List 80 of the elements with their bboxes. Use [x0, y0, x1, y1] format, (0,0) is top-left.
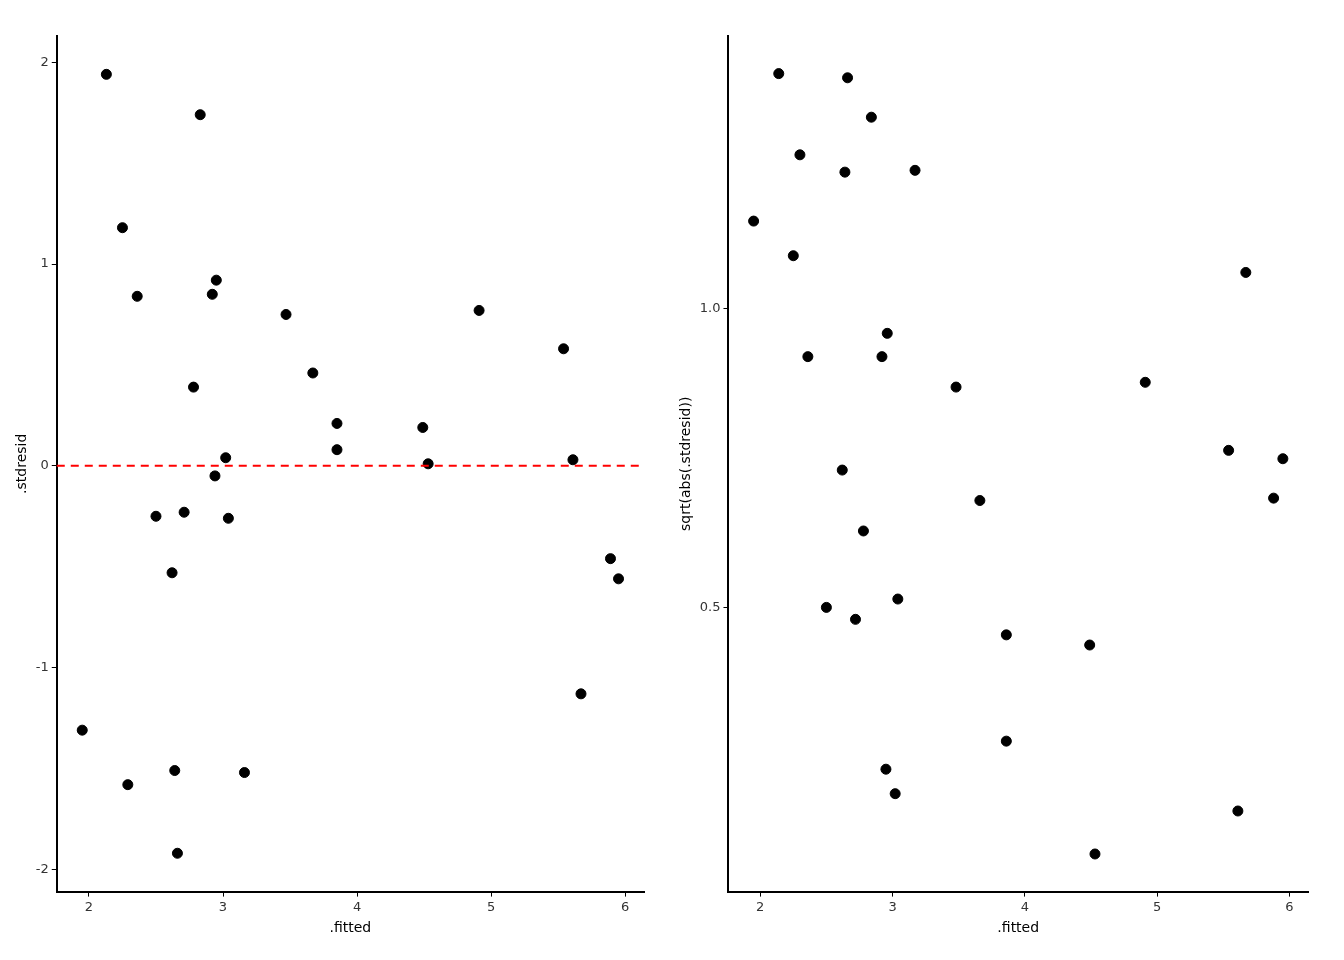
point: [280, 308, 292, 320]
point: [889, 788, 901, 800]
point: [1084, 639, 1096, 651]
point: [1232, 805, 1244, 817]
point: [1240, 266, 1252, 278]
point: [1139, 376, 1151, 388]
point: [331, 417, 343, 429]
point: [171, 847, 183, 859]
point: [210, 274, 222, 286]
point: [1268, 492, 1280, 504]
point: [331, 444, 343, 456]
x-tick-label: 3: [218, 898, 228, 914]
x-tick-label: 2: [84, 898, 94, 914]
x-tick-label: 2: [756, 898, 765, 914]
y-tick-label: 1.0: [699, 300, 721, 316]
point: [100, 68, 112, 80]
point: [849, 613, 861, 625]
point: [1000, 735, 1012, 747]
point: [194, 109, 206, 121]
point: [178, 506, 190, 518]
point: [166, 567, 178, 579]
point: [206, 288, 218, 300]
point: [881, 327, 893, 339]
point: [865, 111, 877, 123]
y-tick-label: -1: [35, 658, 49, 674]
point: [188, 381, 200, 393]
point: [150, 510, 162, 522]
point: [558, 343, 570, 355]
point: [787, 250, 799, 262]
x-tick-label: 5: [1153, 898, 1162, 914]
point: [238, 767, 250, 779]
point: [307, 367, 319, 379]
point: [892, 593, 904, 605]
point: [567, 454, 579, 466]
point: [604, 553, 616, 565]
point: [613, 573, 625, 585]
x-tick-label: 6: [621, 898, 630, 914]
point: [169, 765, 181, 777]
y-tick-label: 0: [40, 457, 49, 473]
point: [473, 304, 485, 316]
y-axis-title: sqrt(abs(.stdresid)): [677, 396, 694, 531]
y-axis-title: .stdresid: [13, 433, 30, 494]
point: [802, 351, 814, 363]
point: [839, 166, 851, 178]
x-tick-label: 3: [888, 898, 897, 914]
point: [950, 381, 962, 393]
y-tick-label: 1: [40, 255, 49, 271]
point: [76, 724, 88, 736]
point: [842, 72, 854, 84]
point: [575, 688, 587, 700]
y-tick-label: 0.5: [699, 598, 721, 614]
point: [876, 351, 888, 363]
point: [1223, 444, 1235, 456]
point: [222, 512, 234, 524]
point: [820, 601, 832, 613]
point: [836, 464, 848, 476]
x-axis-title: .fitted: [329, 919, 372, 936]
point: [122, 779, 134, 791]
point: [220, 452, 232, 464]
point: [748, 215, 760, 227]
point: [794, 149, 806, 161]
point: [857, 525, 869, 537]
point: [974, 495, 986, 507]
point: [417, 421, 429, 433]
point: [116, 222, 128, 234]
point: [131, 290, 143, 302]
point: [209, 470, 221, 482]
y-tick-label: -2: [35, 860, 49, 876]
x-tick-label: 4: [352, 898, 362, 914]
point: [773, 68, 785, 80]
x-tick-label: 6: [1285, 898, 1294, 914]
point: [1000, 629, 1012, 641]
point: [909, 164, 921, 176]
x-tick-label: 5: [487, 898, 496, 914]
y-tick-label: 2: [40, 53, 49, 69]
point: [1277, 453, 1289, 465]
x-tick-label: 4: [1020, 898, 1029, 914]
point: [880, 763, 892, 775]
point: [1089, 848, 1101, 860]
x-axis-title: .fitted: [997, 919, 1040, 936]
